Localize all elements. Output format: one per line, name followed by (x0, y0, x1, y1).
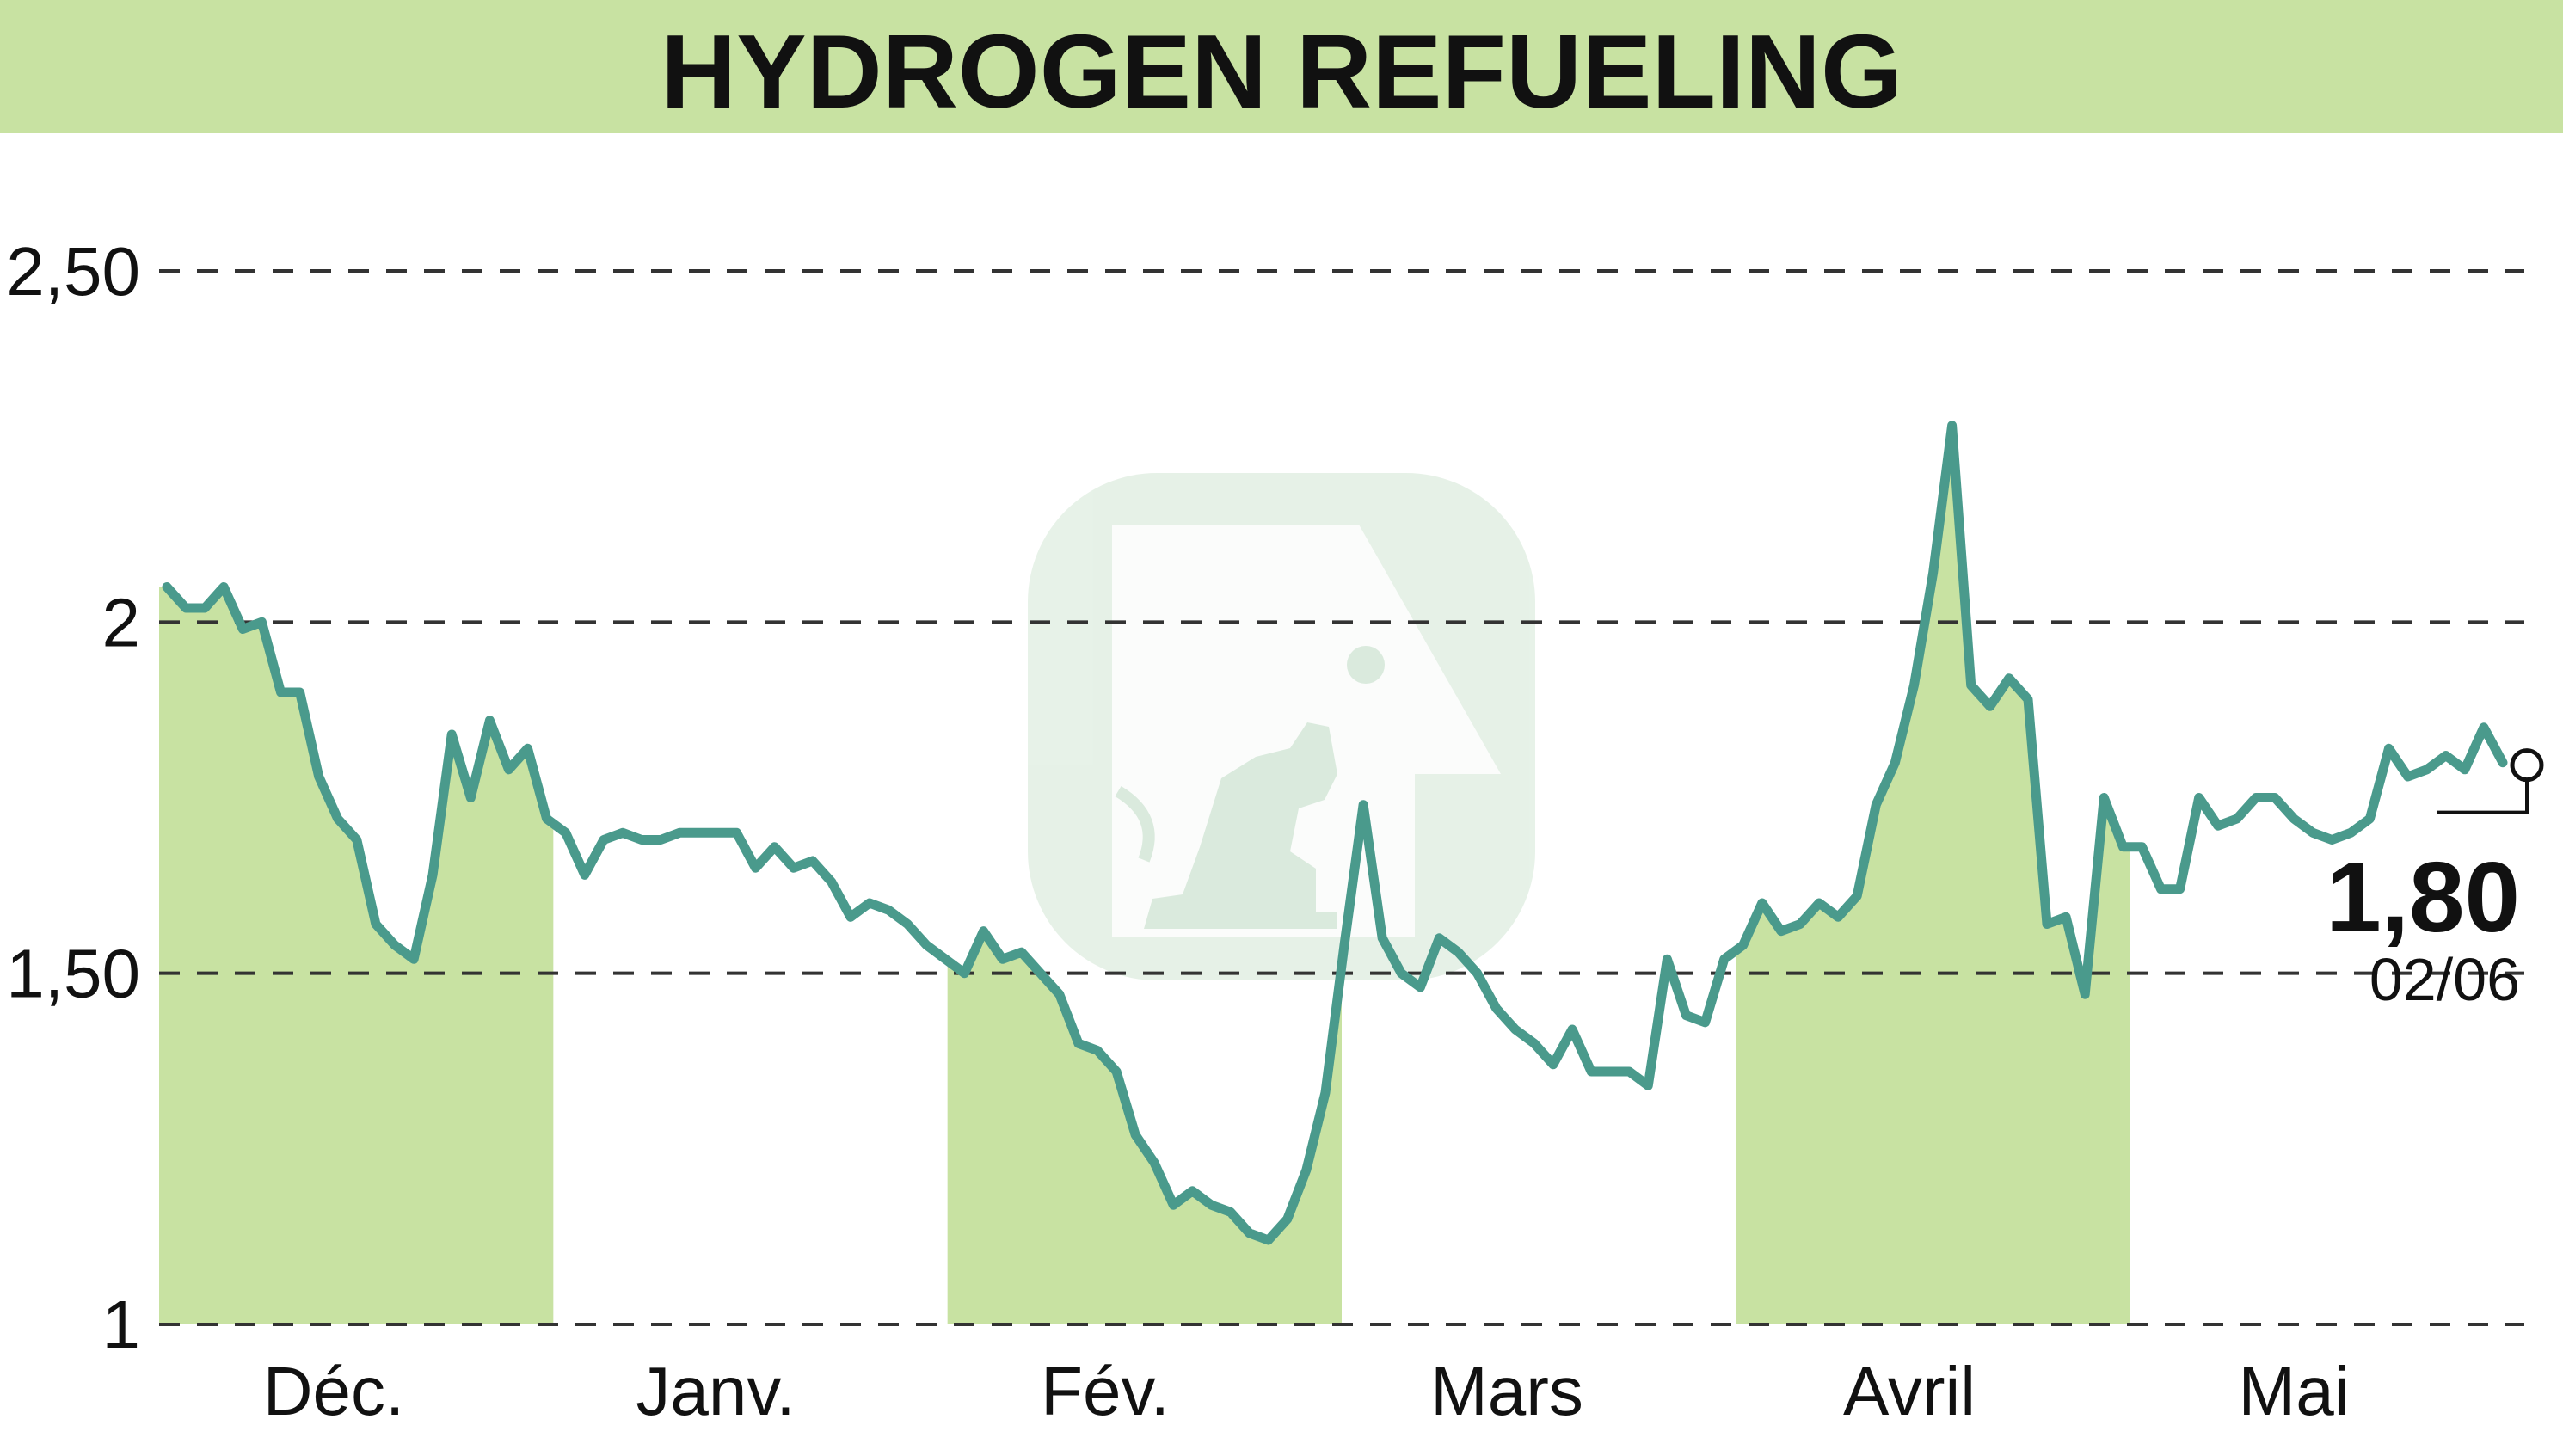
x-tick-label-5: Mai (2239, 1353, 2350, 1429)
chart-title: HYDROGEN REFUELING (661, 13, 1902, 130)
last-value-leader (2437, 779, 2529, 814)
y-tick-label-2: 2 (102, 584, 141, 660)
y-tick-label-0: 1 (102, 1287, 141, 1363)
x-tick-label-4: Avril (1843, 1353, 1976, 1429)
x-axis-ticks: Déc. Janv. Fév. Mars Avril Mai (263, 1353, 2350, 1429)
last-point-marker (2510, 748, 2544, 783)
y-tick-label-1: 1,50 (6, 936, 140, 1012)
price-line-layer (162, 421, 2544, 1245)
month-band-4 (1736, 425, 2130, 1324)
price-line (162, 421, 2508, 1245)
x-tick-label-2: Fév. (1041, 1353, 1170, 1429)
last-value-label: 1,80 (2326, 841, 2520, 953)
last-date-label: 02/06 (2369, 946, 2520, 1013)
header-band (0, 0, 2563, 133)
y-tick-label-3: 2,50 (6, 233, 140, 310)
y-axis-ticks: 1 1,50 2 2,50 (6, 233, 140, 1363)
x-tick-label-3: Mars (1430, 1353, 1583, 1429)
x-tick-label-0: Déc. (263, 1353, 405, 1429)
last-value-group: 1,80 02/06 (2326, 841, 2520, 1013)
month-band-0 (159, 425, 554, 1324)
watermark-logo-icon (1028, 473, 1535, 980)
x-tick-label-1: Janv. (636, 1353, 795, 1429)
